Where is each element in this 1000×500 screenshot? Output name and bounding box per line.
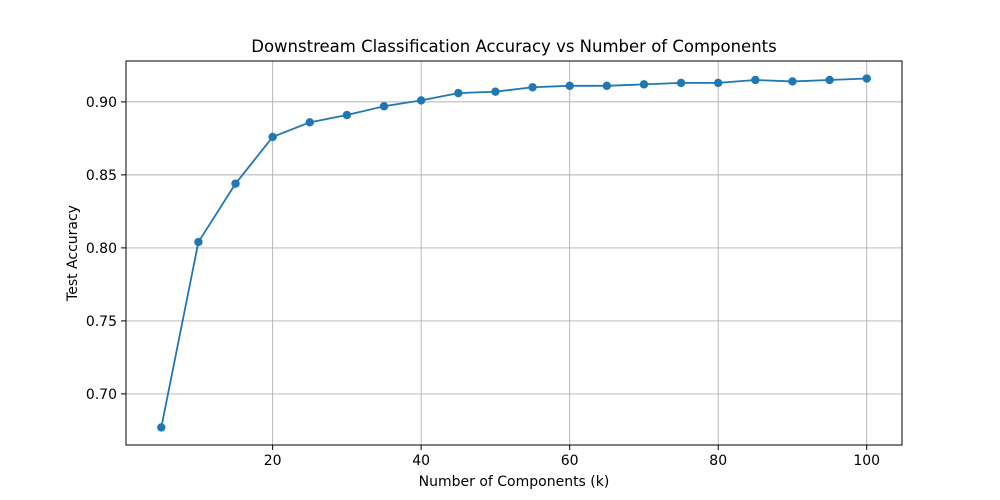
y-axis-label: Test Accuracy	[65, 205, 81, 302]
data-point-marker	[454, 88, 463, 98]
data-point-marker	[825, 75, 834, 85]
data-point-marker	[157, 423, 166, 432]
data-point-marker	[305, 118, 314, 127]
data-point-marker	[751, 75, 760, 85]
data-point-marker	[676, 78, 686, 88]
data-point-marker	[602, 81, 612, 91]
data-point-marker	[194, 237, 203, 247]
y-tick-label: 0.90	[86, 95, 117, 111]
plot-area: 20 40 60 80 100 0.70 0.75 0.80 0.85 0.90	[86, 60, 903, 469]
data-point-marker	[268, 132, 277, 142]
data-point-marker	[862, 74, 871, 83]
plot-frame	[125, 60, 903, 446]
data-point-marker	[565, 81, 574, 91]
data-point-marker	[788, 77, 797, 86]
data-point-marker	[342, 110, 352, 120]
data-point-marker	[639, 80, 649, 89]
data-point-marker	[528, 83, 537, 92]
x-tick-label: 80	[709, 453, 727, 469]
x-tick-label: 100	[853, 453, 880, 469]
y-tick-label: 0.75	[86, 314, 117, 330]
y-tick-label: 0.70	[86, 387, 117, 403]
chart-title: Downstream Classification Accuracy vs Nu…	[251, 37, 777, 56]
data-point-marker	[379, 102, 389, 111]
x-tick-label: 40	[412, 453, 430, 469]
data-point-marker	[231, 179, 240, 188]
accuracy-line	[160, 77, 868, 429]
x-tick-label: 20	[264, 453, 282, 469]
y-tick-label: 0.80	[86, 241, 117, 257]
data-point-marker	[416, 96, 426, 105]
y-tick-label: 0.85	[86, 168, 117, 184]
data-point-marker	[714, 78, 723, 88]
x-tick-label: 60	[561, 453, 579, 469]
x-axis-label: Number of Components (k)	[419, 474, 610, 490]
data-point-marker	[491, 87, 500, 96]
